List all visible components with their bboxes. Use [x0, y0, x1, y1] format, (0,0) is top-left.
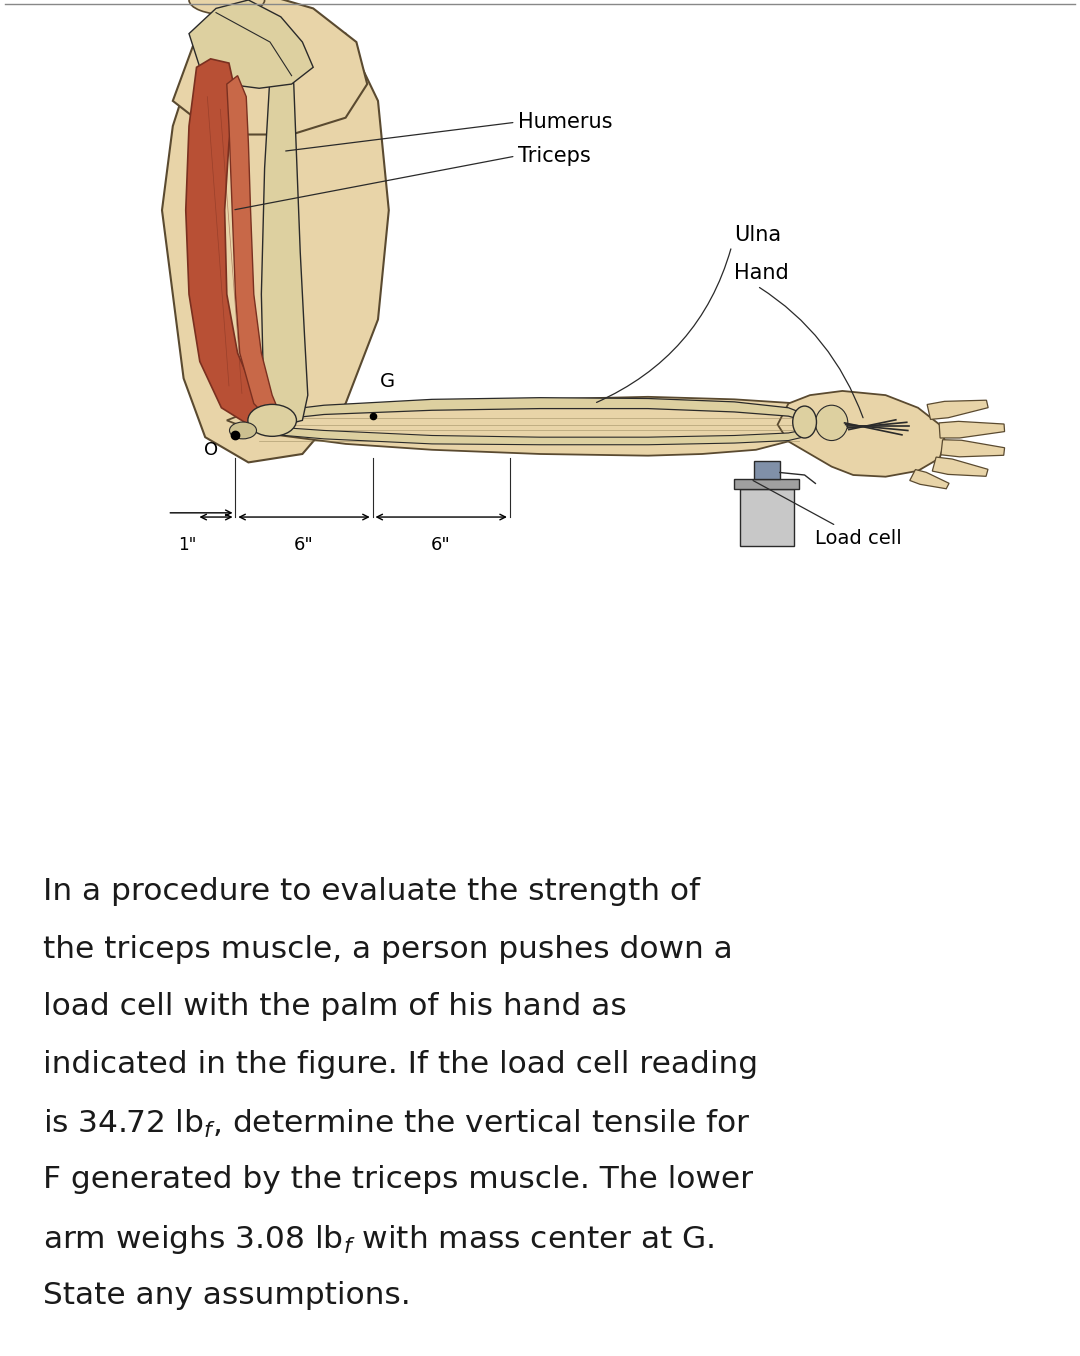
Polygon shape: [254, 397, 810, 422]
Text: Ulna: Ulna: [596, 225, 782, 403]
Polygon shape: [941, 439, 1004, 457]
Ellipse shape: [248, 404, 296, 437]
Text: 6": 6": [431, 536, 450, 553]
Polygon shape: [227, 397, 821, 456]
Ellipse shape: [793, 405, 816, 438]
Text: In a procedure to evaluate the strength of: In a procedure to evaluate the strength …: [43, 877, 700, 906]
Bar: [740, 490, 794, 546]
Text: indicated in the figure. If the load cell reading: indicated in the figure. If the load cel…: [43, 1050, 758, 1079]
Text: the triceps muscle, a person pushes down a: the triceps muscle, a person pushes down…: [43, 934, 733, 964]
Bar: [754, 461, 780, 479]
Polygon shape: [909, 469, 949, 488]
Text: arm weighs 3.08 lb$_f$ with mass center at G.: arm weighs 3.08 lb$_f$ with mass center …: [43, 1223, 715, 1256]
Polygon shape: [778, 391, 945, 477]
Polygon shape: [261, 50, 308, 424]
Ellipse shape: [189, 0, 265, 15]
Bar: [734, 479, 799, 490]
Text: load cell with the palm of his hand as: load cell with the palm of his hand as: [43, 993, 627, 1021]
Text: Hand: Hand: [734, 263, 863, 418]
Text: is 34.72 lb$_f$, determine the vertical tensile for: is 34.72 lb$_f$, determine the vertical …: [43, 1108, 751, 1140]
Polygon shape: [227, 76, 281, 420]
Ellipse shape: [815, 405, 848, 441]
Text: 1": 1": [178, 536, 197, 553]
Text: Load cell: Load cell: [753, 480, 902, 548]
Polygon shape: [932, 457, 988, 476]
Polygon shape: [186, 58, 270, 424]
Polygon shape: [927, 400, 988, 419]
Text: Humerus: Humerus: [286, 113, 613, 151]
Ellipse shape: [229, 422, 257, 439]
Text: State any assumptions.: State any assumptions.: [43, 1281, 411, 1310]
Text: G: G: [380, 372, 395, 391]
Text: O: O: [204, 441, 218, 458]
Text: Triceps: Triceps: [235, 145, 591, 210]
Polygon shape: [173, 0, 367, 134]
Polygon shape: [940, 422, 1004, 438]
Text: 6": 6": [294, 536, 313, 553]
Polygon shape: [189, 0, 313, 88]
Polygon shape: [162, 16, 389, 462]
Ellipse shape: [268, 34, 298, 58]
Polygon shape: [275, 427, 810, 445]
Text: F generated by the triceps muscle. The lower: F generated by the triceps muscle. The l…: [43, 1165, 754, 1195]
